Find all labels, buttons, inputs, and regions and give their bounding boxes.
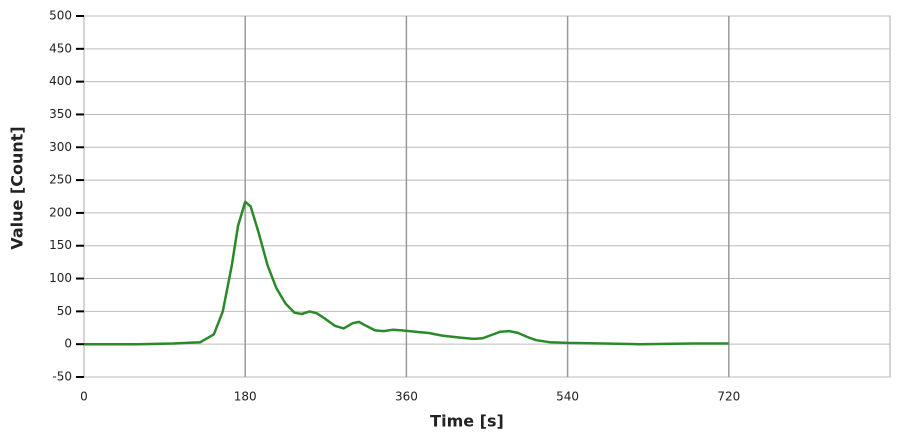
y-tick-label: 200: [49, 205, 72, 219]
y-tick-label: 250: [49, 173, 72, 187]
y-tick-label: 350: [49, 107, 72, 121]
y-tick-label: 0: [64, 337, 72, 351]
data-line: [84, 200, 729, 346]
y-tick-label: 100: [49, 271, 72, 285]
x-tick-label: 0: [80, 390, 88, 404]
y-tick-label: 50: [57, 304, 72, 318]
y-tick-label: 450: [49, 41, 72, 55]
y-tick-label: -50: [52, 370, 72, 384]
x-tick-label: 720: [717, 390, 740, 404]
x-tick-label: 180: [234, 390, 257, 404]
y-axis-title: Value [Count]: [8, 126, 27, 249]
y-tick-label: 150: [49, 238, 72, 252]
x-axis-title: Time [s]: [430, 412, 504, 431]
plot-area: [83, 15, 891, 378]
y-tick-label: 500: [49, 9, 72, 23]
y-tick-label: 300: [49, 140, 72, 154]
x-tick-label: 540: [556, 390, 579, 404]
x-tick-label: 360: [395, 390, 418, 404]
y-tick-label: 400: [49, 74, 72, 88]
